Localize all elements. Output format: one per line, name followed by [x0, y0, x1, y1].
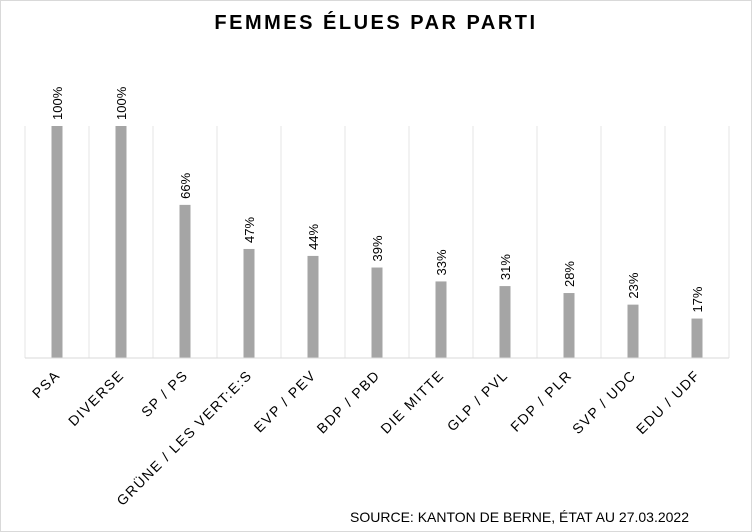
bar: [51, 126, 63, 358]
data-label: 23%: [626, 272, 641, 298]
data-label: 39%: [370, 235, 385, 261]
bar: [499, 286, 511, 358]
category-label: GLP / PVL: [444, 367, 511, 434]
data-label: 100%: [50, 86, 65, 120]
source-note: SOURCE: KANTON DE BERNE, ÉTAT AU 27.03.2…: [350, 509, 689, 525]
bar: [371, 267, 383, 358]
bar: [179, 204, 191, 358]
category-label: BDP / PBD: [313, 367, 383, 437]
bar: [691, 318, 703, 358]
category-label: DIVERSE: [65, 367, 127, 429]
bar: [115, 126, 127, 358]
bar: [435, 281, 447, 358]
data-label: 44%: [306, 223, 321, 249]
category-label: SP / PS: [138, 367, 191, 420]
bar: [307, 255, 319, 358]
data-label: 47%: [242, 217, 257, 243]
category-label: FDP / PLR: [507, 367, 575, 435]
chart-title: FEMMES ÉLUES PAR PARTI: [214, 12, 538, 34]
data-label: 100%: [114, 86, 129, 120]
category-label: EVP / PEV: [251, 367, 320, 436]
category-label: DIE MITTE: [377, 367, 447, 437]
data-label: 31%: [498, 254, 513, 280]
bar: [627, 304, 639, 358]
category-label: GRÜNE / LES VERT:E:S: [113, 366, 256, 509]
category-label: SVP / UDC: [569, 367, 639, 437]
category-label: PSA: [29, 367, 63, 401]
data-label: 17%: [690, 286, 705, 312]
data-label: 66%: [178, 172, 193, 198]
category-label: EDU / UDF: [633, 367, 703, 437]
bar: [563, 293, 575, 358]
bar: [243, 248, 255, 358]
data-label: 28%: [562, 261, 577, 287]
data-label: 33%: [434, 249, 449, 275]
